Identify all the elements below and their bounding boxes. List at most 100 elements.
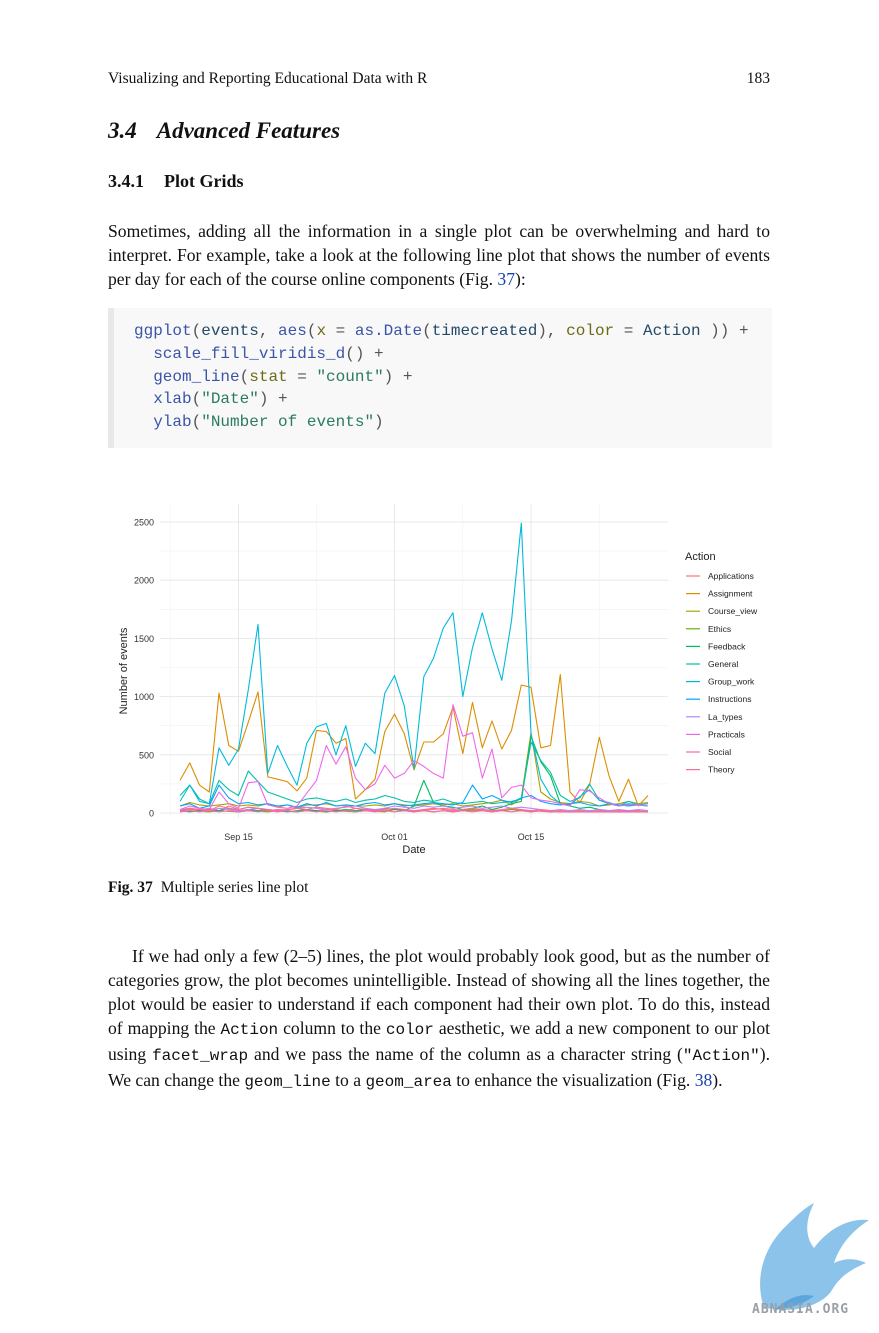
code-token: ( [306,322,317,340]
code-token: ) + [258,390,288,409]
body-text: to a [330,1070,366,1090]
code-block: ggplot(events, aes(x = as.Date(timecreat… [108,308,772,448]
y-axis-ticks: 0 500 1000 1500 2000 2500 [134,518,154,819]
y-tick-label: 1500 [134,634,154,644]
x-tick-label: Sep 15 [224,832,253,842]
chart-series-lines [179,522,649,813]
series-line-course-view [179,732,649,809]
code-token: ( [191,390,202,409]
code-token: = [614,322,643,340]
code-token: ( [239,367,250,386]
code-token: as.Date [354,322,423,340]
code-token: = [326,322,355,340]
legend-item-label: Applications [708,571,754,581]
x-tick-label: Oct 15 [518,832,545,842]
code-token: Action [642,322,701,340]
legend-item-label: Feedback [708,641,746,651]
intro-text: Sometimes, adding all the information in… [108,221,770,289]
subsection-title: Plot Grids [164,171,244,191]
series-line-instructions [179,784,649,809]
code-token: xlab [153,390,192,409]
x-tick-label: Oct 01 [381,832,408,842]
body-text: aesthetic, we add a new component to our… [108,1018,771,1064]
legend-item-label: Practicals [708,729,745,739]
intro-text-end: ): [514,269,526,289]
book-title: Visualizing and Reporting Educational Da… [108,70,428,87]
legend-item-label: General [708,659,738,669]
watermark-text: ABNASIA.ORG [752,1302,850,1317]
watermark-logo-icon [760,1203,869,1310]
caption-text: Multiple series line plot [160,879,309,896]
code-token: events [201,322,259,340]
section-heading: 3.4 Advanced Features [108,118,340,144]
inline-code: "Action" [682,1047,760,1065]
inline-code: geom_area [365,1073,452,1091]
code-token: geom_line [153,367,240,386]
body-text: and we pass the name of the column as a … [248,1044,683,1064]
inline-code: facet_wrap [152,1047,249,1065]
figure-reference-link[interactable]: 38 [694,1070,713,1090]
code-token: ) + [383,367,413,386]
series-line-assignment [179,673,649,807]
inline-code: color [385,1021,434,1039]
code-token: ggplot [134,322,192,340]
series-line-general [179,741,649,807]
code-token: "count" [316,367,384,386]
series-line-group-work [179,522,649,807]
legend-item-label: Group_work [708,677,755,687]
code-token: "Number of events" [201,413,375,432]
figure-reference-link[interactable]: 37 [497,269,515,289]
code-token: stat [249,367,288,386]
body-text: If we had only a few (2–5) lines, the pl… [108,946,770,1038]
body-text: ). [712,1070,723,1090]
page-number: 183 [746,70,770,87]
y-tick-label: 0 [149,809,154,819]
legend-title: Action [685,551,716,563]
code-token: "Date" [201,390,259,409]
code-token: ( [191,413,202,432]
chart-legend: Applications Assignment Course_view Ethics F… [686,571,758,775]
code-token: color [566,322,615,340]
legend-item-label: Ethics [708,624,731,634]
code-token: () + [345,344,384,363]
y-tick-label: 500 [139,750,154,760]
section-title: Advanced Features [156,118,341,143]
y-tick-label: 2000 [134,576,154,586]
inline-code: geom_line [244,1073,331,1091]
code-token: ( [191,322,202,340]
series-line-theory [179,805,648,813]
code-token: ) [374,413,384,432]
code-token: x [316,322,327,340]
legend-item-label: La_types [708,712,743,722]
code-token: scale_fill_viridis_d [153,344,346,363]
code-token: ylab [153,413,192,432]
intro-paragraph: Sometimes, adding all the information in… [108,219,770,291]
code-token: )) + [700,322,749,340]
y-axis-label: Number of events [118,627,130,714]
legend-item-label: Instructions [708,694,751,704]
series-line-practicals [179,704,649,811]
subsection-heading: 3.4.1 Plot Grids [108,171,244,192]
figure-caption: Fig. 37 Multiple series line plot [108,879,308,897]
running-head: Visualizing and Reporting Educational Da… [108,70,770,88]
x-axis-label: Date [402,844,425,856]
code-token: = [287,367,317,386]
body-text: to enhance the visualization (Fig. [451,1070,695,1090]
chart-gridlines [160,504,668,818]
section-number: 3.4 [108,118,137,143]
legend-item-label: Social [708,747,731,757]
figure-37: 0 500 1000 1500 2000 2500 Sep 15 Oct 01 Oct 15 … [108,496,778,866]
y-tick-label: 2500 [134,518,154,528]
body-paragraph: If we had only a few (2–5) lines, the pl… [108,944,770,1094]
legend-item-label: Course_view [708,606,758,616]
body-text: ). We can change the [108,1044,770,1090]
legend-item-label: Theory [708,765,735,775]
code-token: aes [278,322,307,340]
code-listing: ggplot(events, aes(x = as.Date(timecreat… [114,308,772,434]
code-token: ( [422,322,432,340]
code-token: ), [537,322,567,340]
code-token: timecreated [431,322,538,340]
legend-item-label: Assignment [708,589,753,599]
